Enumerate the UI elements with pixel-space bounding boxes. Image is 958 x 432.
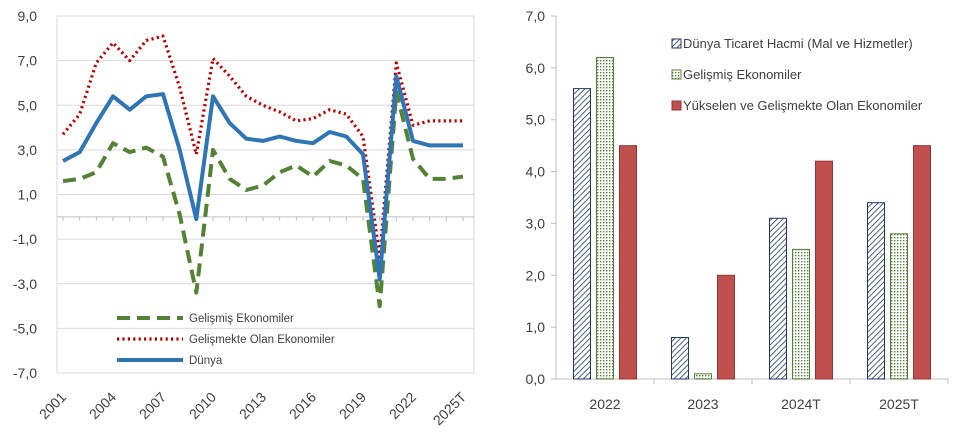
legend-swatch xyxy=(671,69,682,80)
legend-label: Gelişmekte Olan Ekonomiler xyxy=(189,334,335,346)
y-tick-label: -1,0 xyxy=(13,231,37,247)
y-tick-label: 7,0 xyxy=(526,8,546,24)
legend-label: Gelişmiş Ekonomiler xyxy=(189,313,294,325)
y-tick-label: 1,0 xyxy=(526,319,546,335)
x-tick-label: 2022 xyxy=(589,396,620,412)
y-tick-label: -5,0 xyxy=(13,320,37,336)
legend-label: Gelişmiş Ekonomiler xyxy=(683,67,802,82)
bar-advanced xyxy=(890,233,908,380)
legend-swatch xyxy=(671,38,682,49)
y-tick-label: -3,0 xyxy=(13,276,37,292)
y-tick-label: 6,0 xyxy=(526,60,546,76)
y-tick-label: 2,0 xyxy=(526,267,546,283)
bar-emerging xyxy=(913,145,931,380)
y-tick-label: 3,0 xyxy=(18,142,38,158)
bar-world-trade xyxy=(769,217,787,380)
y-tick-label: 4,0 xyxy=(526,164,546,180)
series-line-dotted xyxy=(61,34,463,259)
legend-label: Dünya Ticaret Hacmi (Mal ve Hizmetler) xyxy=(683,36,913,51)
bar-emerging xyxy=(815,160,833,380)
y-tick-label: -7,0 xyxy=(13,365,37,381)
bar-chart-plot-area: 7,0 6,0 5,0 4,0 3,0 2,0 1,0 0,0 2022 2023 2024T 202… xyxy=(526,8,949,412)
bar-world-trade xyxy=(573,88,591,380)
bar-advanced xyxy=(792,248,810,380)
legend-label: Dünya xyxy=(189,355,223,367)
bar-emerging xyxy=(619,145,637,380)
bar-world-trade xyxy=(867,202,885,380)
y-tick-label: 7,0 xyxy=(18,53,38,69)
y-tick-label: 0,0 xyxy=(526,371,546,387)
x-tick-label: 2024T xyxy=(781,396,821,412)
series-line-solid xyxy=(62,74,463,282)
bar-world-trade xyxy=(671,337,689,380)
bar-advanced xyxy=(694,373,712,380)
y-tick-label: 9,0 xyxy=(18,8,38,24)
y-tick-label: 3,0 xyxy=(526,215,546,231)
legend-swatch xyxy=(671,100,682,111)
y-tick-label: 5,0 xyxy=(526,112,546,128)
y-tick-label: 5,0 xyxy=(18,97,38,113)
x-tick-label: 2025T xyxy=(879,396,919,412)
legend-label: Yükselen ve Gelişmekte Olan Ekonomiler xyxy=(683,98,923,113)
x-tick-label: 2023 xyxy=(687,396,718,412)
bar-emerging xyxy=(717,274,735,380)
bar-advanced xyxy=(596,56,614,380)
y-tick-label: 1,0 xyxy=(18,187,38,203)
